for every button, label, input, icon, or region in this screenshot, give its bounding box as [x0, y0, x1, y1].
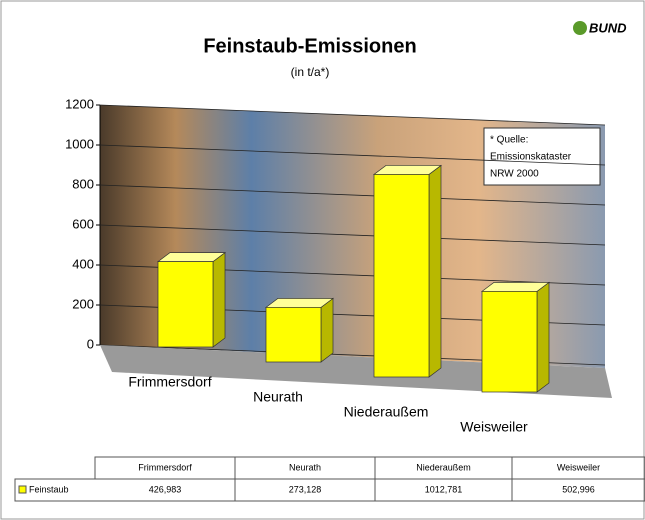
bar-side: [537, 282, 549, 392]
bar-top: [482, 282, 549, 291]
bar: [266, 298, 333, 362]
bar-front: [374, 174, 429, 377]
chart-subtitle: (in t/a*): [291, 65, 330, 79]
y-tick-label: 0: [87, 336, 94, 351]
table-value: 273,128: [289, 484, 322, 494]
x-tick-label: Neurath: [253, 389, 303, 405]
y-tick-label: 1000: [65, 136, 94, 151]
table-header: Weisweiler: [557, 462, 600, 472]
table-header: Neurath: [289, 462, 321, 472]
bar: [482, 282, 549, 392]
bar-side: [321, 298, 333, 362]
y-tick-label: 200: [72, 296, 94, 311]
bar-top: [158, 253, 225, 262]
bar-front: [266, 307, 321, 362]
legend-label: Feinstaub: [29, 484, 69, 494]
bar-top: [374, 165, 441, 174]
table-value: 1012,781: [425, 484, 463, 494]
y-tick-label: 600: [72, 216, 94, 231]
x-tick-label: Weisweiler: [460, 419, 528, 435]
table-value: 426,983: [149, 484, 182, 494]
y-tick-label: 400: [72, 256, 94, 271]
bar: [158, 253, 225, 347]
logo: BUND: [589, 20, 627, 35]
x-tick-label: Frimmersdorf: [128, 374, 211, 390]
y-tick-label: 1200: [65, 96, 94, 111]
chart: Feinstaub-Emissionen (in t/a*) BUND * Qu…: [0, 0, 645, 520]
chart-title: Feinstaub-Emissionen: [203, 35, 416, 57]
x-tick-label: Niederaußem: [344, 404, 429, 420]
bar-top: [266, 298, 333, 307]
bar: [374, 165, 441, 377]
bar-front: [158, 262, 213, 347]
bar-side: [213, 253, 225, 347]
page: Feinstaub-Emissionen (in t/a*) BUND * Qu…: [0, 0, 645, 520]
table-value: 502,996: [562, 484, 595, 494]
table-header: Niederaußem: [416, 462, 471, 472]
logo-icon: [573, 21, 587, 35]
bar-side: [429, 165, 441, 377]
y-tick-label: 800: [72, 176, 94, 191]
bar-front: [482, 291, 537, 392]
table-header: Frimmersdorf: [138, 462, 192, 472]
annotation: NRW 2000: [490, 169, 539, 180]
legend-swatch: [19, 486, 26, 493]
annotation: * Quelle:: [490, 135, 528, 146]
